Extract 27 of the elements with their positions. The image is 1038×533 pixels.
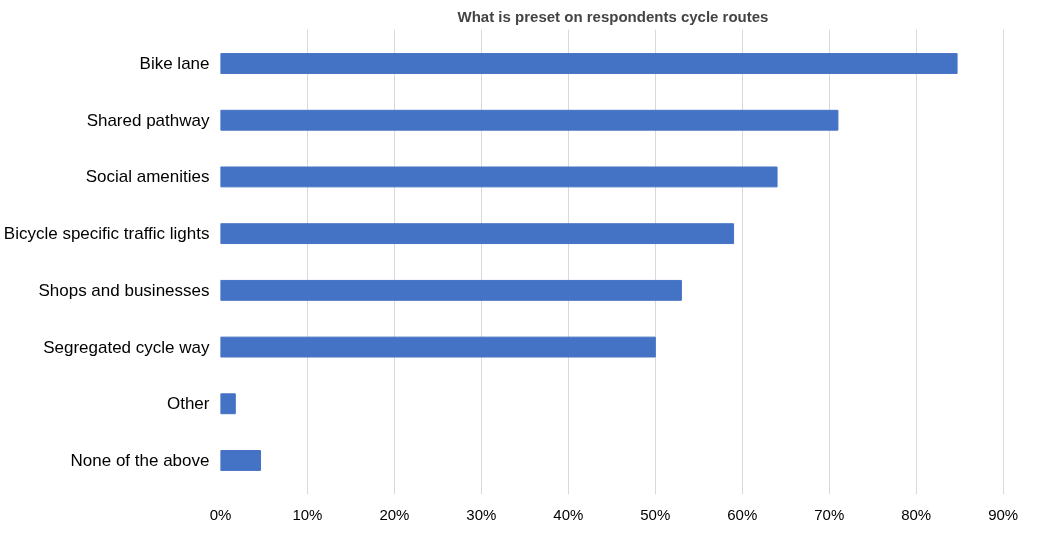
x-tick-label: 70% — [814, 505, 845, 523]
y-tick-label: Shops and businesses — [38, 280, 210, 300]
x-tick-label: 10% — [292, 505, 323, 523]
bar — [220, 109, 839, 131]
x-tick-label: 60% — [727, 505, 758, 523]
bar — [220, 336, 656, 358]
x-tick-label: 40% — [553, 505, 584, 523]
y-tick-label: Other — [166, 394, 210, 414]
bar — [220, 393, 236, 415]
bar — [220, 450, 261, 471]
y-tick-label: Shared pathway — [86, 110, 210, 130]
x-tick-label: 30% — [466, 505, 497, 523]
bar — [220, 279, 682, 301]
y-tick-label: Segregated cycle way — [43, 337, 210, 357]
x-tick-label: 20% — [379, 505, 410, 523]
bar — [220, 166, 778, 188]
x-tick-label: 90% — [988, 505, 1019, 523]
x-tick-label: 80% — [901, 505, 932, 523]
y-tick-label: Social amenities — [85, 167, 210, 187]
y-tick-label: Bicycle specific traffic lights — [3, 224, 210, 244]
y-tick-label: None of the above — [70, 450, 210, 470]
bar — [220, 223, 735, 245]
x-tick-label: 50% — [640, 505, 671, 523]
y-tick-label: Bike lane — [139, 54, 210, 74]
x-tick-label: 0% — [209, 505, 232, 523]
bar — [220, 53, 958, 74]
chart-title: What is preset on respondents cycle routes — [457, 7, 769, 25]
